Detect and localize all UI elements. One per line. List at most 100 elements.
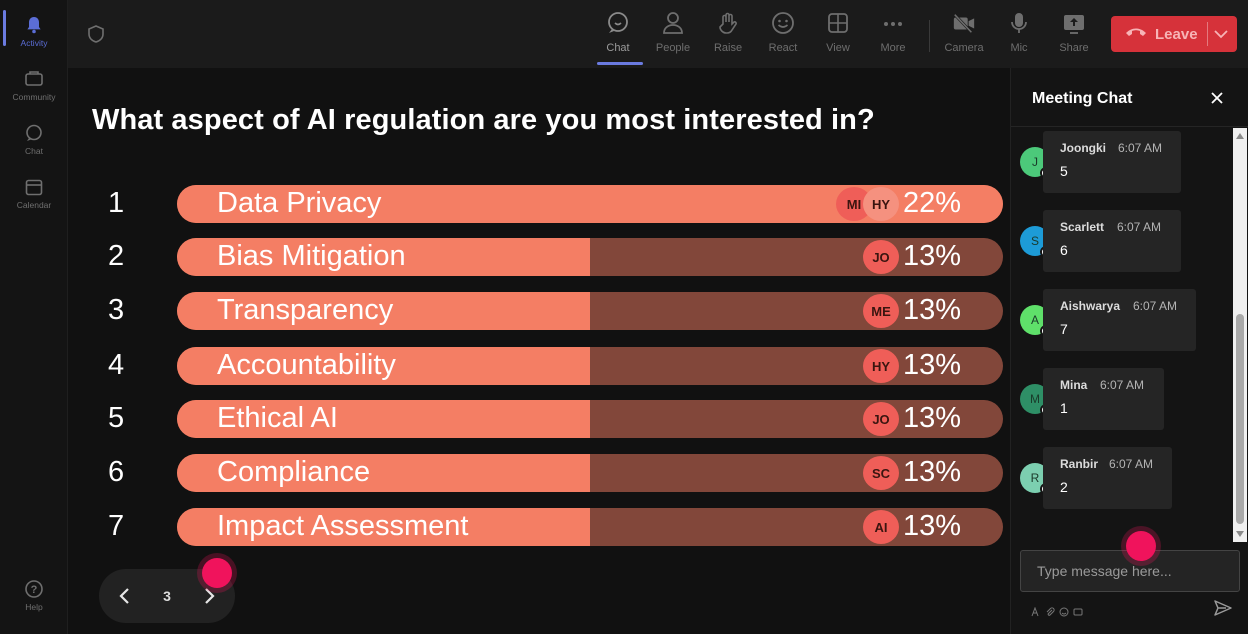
tool-label: React [768, 42, 798, 54]
poll-option: 5 Ethical AI JO 13% [68, 400, 1010, 438]
format-text-icon[interactable] [1031, 604, 1041, 617]
tool-share[interactable]: Share [1047, 10, 1101, 62]
help-icon: ? [23, 578, 45, 600]
leave-label: Leave [1155, 25, 1198, 43]
sender-name: Scarlett [1060, 220, 1105, 234]
rail-label: Chat [25, 146, 43, 156]
tool-people[interactable]: People [646, 10, 700, 62]
gif-icon[interactable] [1073, 604, 1083, 616]
option-number: 6 [108, 456, 125, 488]
chevron-down-icon[interactable] [1213, 27, 1229, 41]
scroll-thumb[interactable] [1236, 314, 1244, 524]
poll-question: What aspect of AI regulation are you mos… [92, 104, 875, 136]
chat-message[interactable]: Joongki 6:07 AM 5 [1043, 131, 1181, 193]
message-text: 1 [1060, 400, 1068, 416]
cursor-marker [202, 558, 232, 588]
bell-icon [23, 14, 45, 36]
poll-option: 1 Data Privacy MI HY 22% [68, 185, 1010, 223]
chevron-right-icon[interactable] [199, 585, 219, 607]
view-grid-icon [826, 10, 850, 36]
sender-name: Aishwarya [1060, 299, 1121, 313]
rail-item-chat[interactable]: Chat [0, 114, 68, 166]
option-label: Data Privacy [217, 187, 382, 219]
message-time: 6:07 AM [1117, 220, 1162, 234]
tool-raise[interactable]: Raise [701, 10, 755, 62]
option-percent: 13% [903, 294, 962, 326]
poll-option: 3 Transparency ME 13% [68, 292, 1010, 330]
rail-item-calendar[interactable]: Calendar [0, 168, 68, 220]
option-bar-fill [177, 238, 590, 276]
chat-message[interactable]: Aishwarya 6:07 AM 7 [1043, 289, 1196, 351]
share-icon [1062, 10, 1086, 36]
option-percent: 13% [903, 456, 962, 488]
voter-avatar: ME [863, 294, 899, 328]
tool-label: Chat [606, 42, 630, 54]
shield-icon[interactable] [86, 24, 106, 44]
chat-message-list[interactable]: J Joongki 6:07 AM 5 S Scarlett 6:07 AM 6 A Aishwa… [1011, 128, 1235, 542]
tool-view[interactable]: View [811, 10, 865, 62]
tool-label: More [880, 42, 906, 54]
sender-name: Ranbir [1060, 457, 1099, 471]
emoji-icon[interactable] [1059, 604, 1069, 617]
option-label: Bias Mitigation [217, 240, 406, 272]
tool-mic[interactable]: Mic [992, 10, 1046, 62]
sender-name: Joongki [1060, 141, 1107, 155]
option-bar-track [177, 454, 1003, 492]
option-bar-fill [177, 454, 590, 492]
rail-item-activity[interactable]: Activity [0, 6, 68, 58]
voter-avatar: HY [863, 187, 899, 221]
voter-avatar: JO [863, 240, 899, 274]
poll-option: 2 Bias Mitigation JO 13% [68, 238, 1010, 276]
option-label: Impact Assessment [217, 510, 469, 542]
poll-option: 6 Compliance SC 13% [68, 454, 1010, 492]
option-number: 2 [108, 240, 125, 272]
message-text: 2 [1060, 479, 1068, 495]
chat-message[interactable]: Scarlett 6:07 AM 6 [1043, 210, 1181, 272]
rail-label: Help [25, 602, 43, 612]
camera-off-icon [952, 10, 976, 36]
scroll-down-icon[interactable] [1236, 531, 1244, 537]
rail-item-community[interactable]: Community [0, 60, 68, 112]
message-text: 5 [1060, 163, 1068, 179]
rail-item-help[interactable]: ? Help [0, 570, 68, 622]
option-bar-fill [177, 292, 590, 330]
poll-option: 4 Accountability HY 13% [68, 347, 1010, 385]
avatar-initial: J [1032, 155, 1038, 169]
voter-avatar: HY [863, 349, 899, 383]
option-bar-fill [177, 347, 590, 385]
meeting-chat-panel: Meeting Chat J Joongki 6:07 AM 5 S Scarlett 6:… [1010, 68, 1248, 634]
rail-label: Activity [20, 38, 48, 48]
voter-avatar: SC [863, 456, 899, 490]
option-percent: 13% [903, 349, 962, 381]
option-label: Accountability [217, 349, 396, 381]
send-icon[interactable] [1213, 598, 1233, 618]
option-label: Transparency [217, 294, 394, 326]
chat-message[interactable]: Mina 6:07 AM 1 [1043, 368, 1164, 430]
option-bar-track [177, 508, 1003, 546]
option-percent: 13% [903, 510, 962, 542]
close-icon[interactable] [1209, 90, 1225, 106]
option-bar-fill [177, 400, 590, 438]
message-text: 6 [1060, 242, 1068, 258]
voter-avatar: JO [863, 402, 899, 436]
tool-chat[interactable]: Chat [591, 10, 645, 62]
tool-more[interactable]: More [866, 10, 920, 62]
tool-camera[interactable]: Camera [937, 10, 991, 62]
chat-scrollbar[interactable] [1233, 128, 1247, 542]
scroll-up-icon[interactable] [1236, 133, 1244, 139]
page-number: 3 [163, 588, 171, 604]
leave-separator [1207, 22, 1208, 46]
message-text: 7 [1060, 321, 1068, 337]
option-label: Compliance [217, 456, 371, 488]
option-number: 1 [108, 187, 125, 219]
message-time: 6:07 AM [1100, 378, 1145, 392]
leave-button[interactable]: Leave [1111, 16, 1237, 52]
rail-label: Community [12, 92, 56, 102]
svg-text:?: ? [31, 584, 38, 596]
tool-label: View [826, 42, 850, 54]
chevron-left-icon[interactable] [115, 585, 135, 607]
attach-icon[interactable] [1045, 604, 1055, 616]
raise-hand-icon [716, 10, 740, 36]
chat-message[interactable]: Ranbir 6:07 AM 2 [1043, 447, 1172, 509]
tool-react[interactable]: React [756, 10, 810, 62]
